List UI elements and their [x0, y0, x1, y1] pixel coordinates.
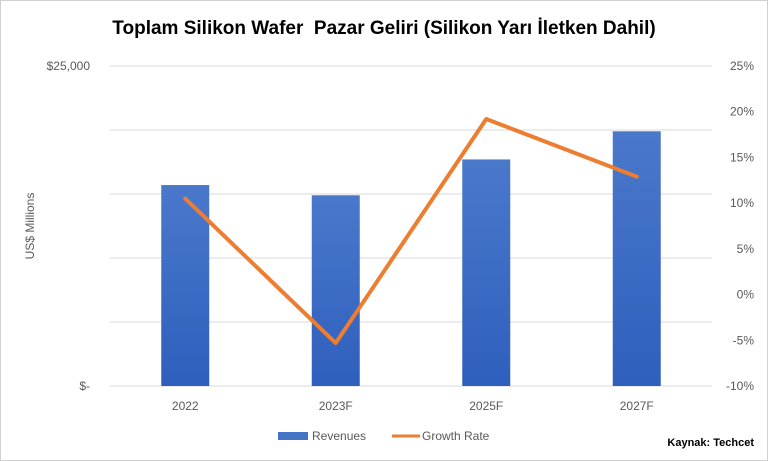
growth-rate-point — [485, 118, 488, 121]
legend-label-revenues: Revenues — [312, 429, 366, 443]
y-axis-label: US$ Millions — [23, 193, 37, 260]
right-tick-label: -5% — [733, 333, 755, 347]
legend-swatch-revenues — [278, 432, 308, 440]
x-tick-label: 2023F — [319, 399, 353, 413]
right-tick-label: 5% — [737, 242, 755, 256]
revenue-bar — [311, 195, 360, 386]
growth-line — [183, 117, 639, 346]
right-tick-label: 25% — [730, 59, 754, 73]
x-tick-label: 2025F — [469, 399, 503, 413]
source-note: Kaynak: Techcet — [667, 437, 754, 449]
chart-title: Toplam Silikon Wafer Pazar Geliri (Silik… — [112, 18, 656, 39]
axes: -10% -5% 0% 5% 10% 15% 20% 25% $25,000 $- 2022 2023… — [47, 59, 755, 413]
growth-rate-line — [183, 117, 639, 346]
revenue-bar — [161, 185, 210, 386]
legend: Revenues Growth Rate — [278, 429, 490, 443]
legend-label-growth-rate: Growth Rate — [422, 429, 490, 443]
growth-rate-point — [334, 342, 337, 345]
x-tick-label: 2022 — [172, 399, 199, 413]
growth-rate-point — [184, 197, 187, 200]
left-tick-label: $- — [79, 379, 90, 393]
revenue-bar — [612, 131, 661, 386]
left-tick-label: $25,000 — [47, 59, 91, 73]
x-tick-label: 2027F — [620, 399, 654, 413]
revenue-bars — [161, 131, 661, 386]
right-tick-label: 0% — [737, 288, 755, 302]
growth-rate-point — [635, 175, 638, 178]
gridlines — [110, 65, 712, 387]
revenue-bar — [462, 159, 511, 386]
right-tick-label: -10% — [726, 379, 754, 393]
right-tick-label: 15% — [730, 150, 754, 164]
right-tick-label: 10% — [730, 196, 754, 210]
right-tick-label: 20% — [730, 105, 754, 119]
